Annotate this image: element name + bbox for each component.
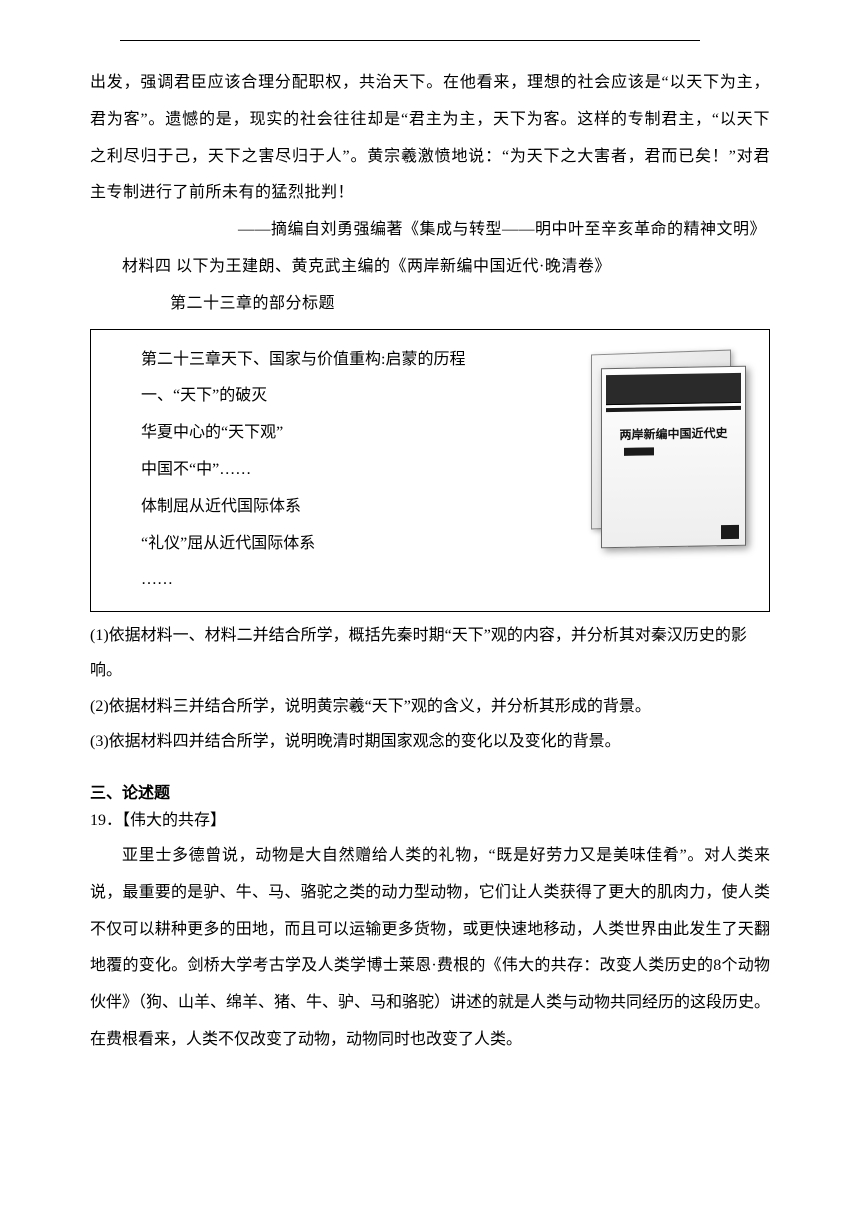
essay-paragraph: 亚里士多德曾说，动物是大自然赠给人类的礼物，“既是好劳力又是美味佳肴”。对人类来…: [90, 838, 770, 1059]
book-subtitle-bar: [624, 447, 654, 456]
box-line-2: 一、“天下”的破灭: [109, 378, 551, 415]
question-19-label: 19．【伟大的共存】: [90, 803, 770, 838]
material4-intro-a: 材料四 以下为王建朗、黄克武主编的《两岸新编中国近代·晚清卷》: [90, 249, 770, 286]
book-top-bar: [606, 372, 741, 404]
box-line-6: “礼仪”屈从近代国际体系: [109, 526, 551, 563]
material4-intro-b: 第二十三章的部分标题: [90, 286, 770, 323]
source-citation-1: ——摘编自刘勇强编著《集成与转型——明中叶至辛亥革命的精神文明》: [90, 212, 770, 249]
chapter-box: 第二十三章天下、国家与价值重构:启蒙的历程 一、“天下”的破灭 华夏中心的“天下…: [90, 329, 770, 613]
book-title-area: 两岸新编中国近代史: [602, 409, 745, 522]
chapter-box-text: 第二十三章天下、国家与价值重构:启蒙的历程 一、“天下”的破灭 华夏中心的“天下…: [109, 342, 561, 600]
box-line-1: 第二十三章天下、国家与价值重构:启蒙的历程: [109, 342, 551, 379]
question-1: (1)依据材料一、材料二并结合所学，概括先秦时期“天下”观的内容，并分析其对秦汉…: [90, 618, 770, 688]
top-rule: [120, 40, 700, 41]
book-title-text: 两岸新编中国近代史: [619, 424, 727, 443]
book-publisher-block: [721, 524, 739, 538]
box-line-4: 中国不“中”……: [109, 452, 551, 489]
question-2: (2)依据材料三并结合所学，说明黄宗羲“天下”观的含义，并分析其形成的背景。: [90, 689, 770, 724]
questions-block: (1)依据材料一、材料二并结合所学，概括先秦时期“天下”观的内容，并分析其对秦汉…: [90, 618, 770, 759]
box-line-3: 华夏中心的“天下观”: [109, 415, 551, 452]
essay-body: 亚里士多德曾说，动物是大自然赠给人类的礼物，“既是好劳力又是美味佳肴”。对人类来…: [90, 838, 770, 1059]
box-line-7: ……: [109, 562, 551, 599]
book-cover-illustration: 两岸新编中国近代史: [561, 352, 751, 562]
section-3-title: 三、论述题: [90, 779, 770, 803]
book-front-volume: 两岸新编中国近代史: [601, 365, 746, 548]
paragraph-1: 出发，强调君臣应该合理分配职权，共治天下。在他看来，理想的社会应该是“以天下为主…: [90, 65, 770, 212]
box-line-5: 体制屈从近代国际体系: [109, 489, 551, 526]
question-3: (3)依据材料四并结合所学，说明晚清时期国家观念的变化以及变化的背景。: [90, 724, 770, 759]
